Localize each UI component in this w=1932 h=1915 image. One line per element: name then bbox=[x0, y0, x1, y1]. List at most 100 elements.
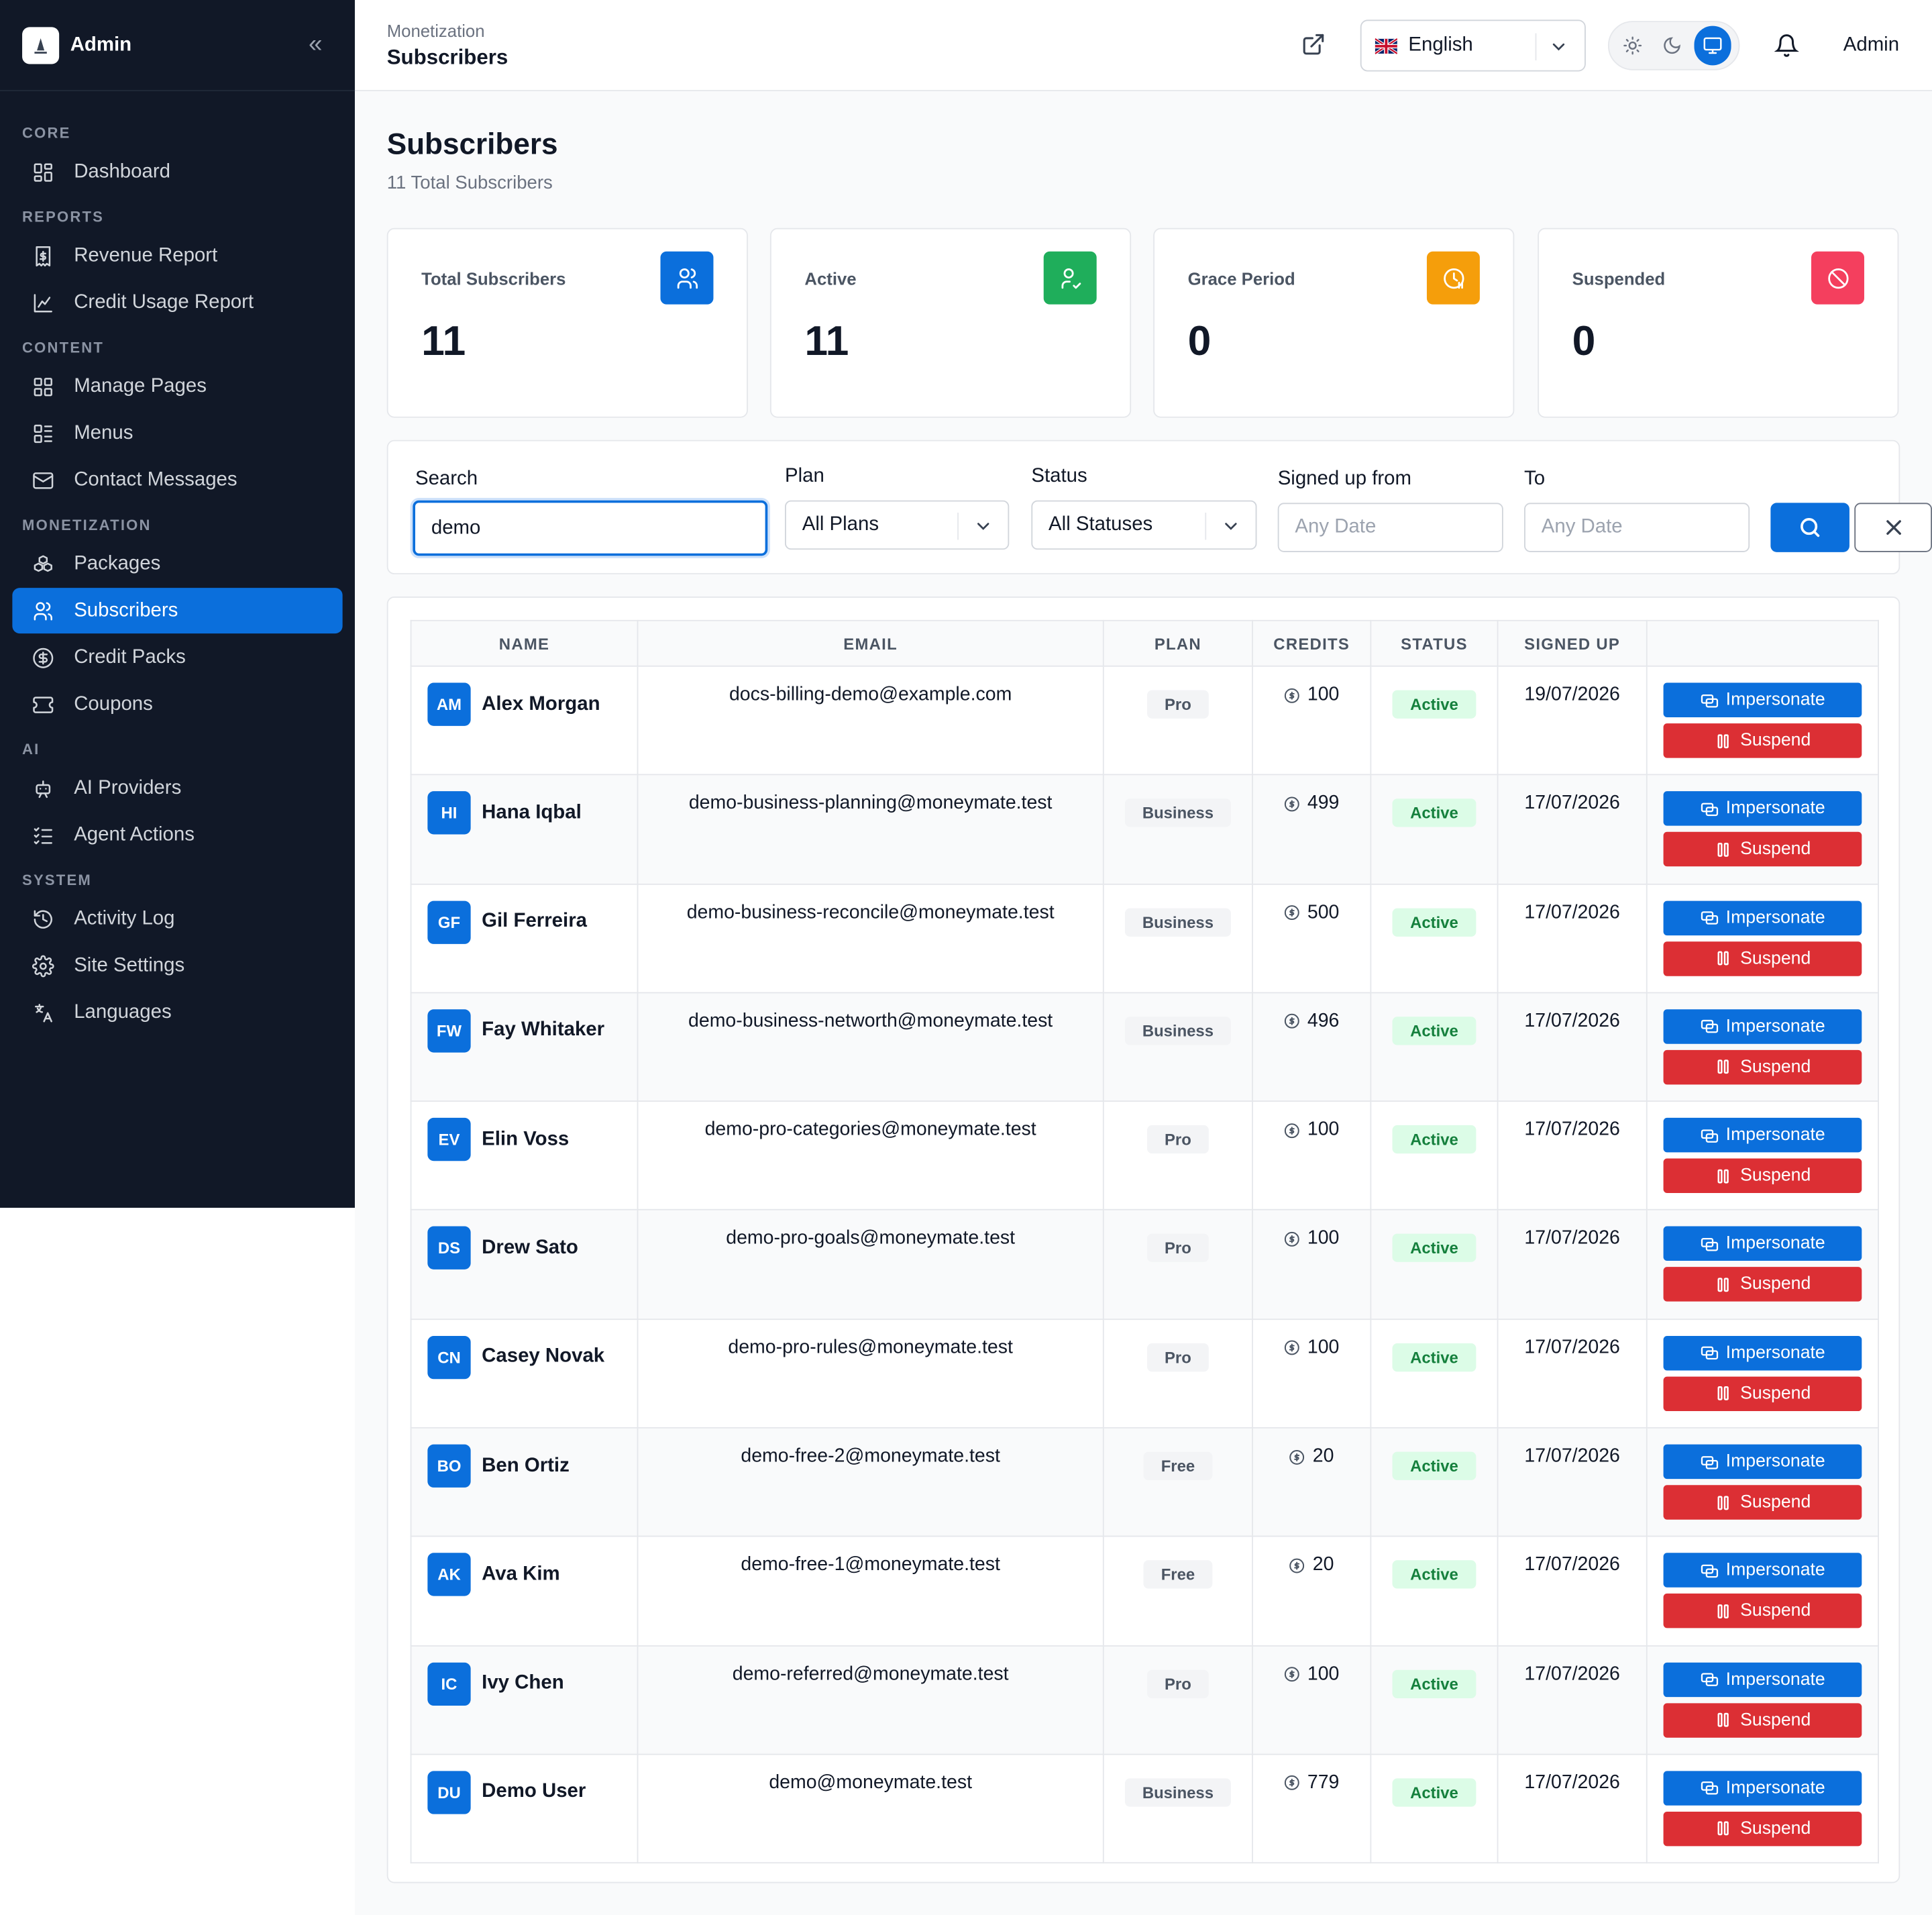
sidebar-section-monetization: MONETIZATION bbox=[22, 516, 152, 534]
impersonate-icon bbox=[1701, 911, 1718, 925]
sidebar-item-contact-messages[interactable]: Contact Messages bbox=[12, 457, 342, 503]
subscriber-name[interactable]: Ben Ortiz bbox=[482, 1455, 570, 1476]
sidebar-item-revenue-report[interactable]: Revenue Report bbox=[12, 233, 342, 278]
suspend-button[interactable]: Suspend bbox=[1663, 941, 1862, 976]
impersonate-icon bbox=[1701, 694, 1718, 707]
avatar: DS bbox=[427, 1227, 471, 1270]
signed-up-from-input[interactable]: Any Date bbox=[1277, 503, 1503, 552]
plan-badge: Pro bbox=[1147, 1343, 1209, 1371]
search-input[interactable]: demo bbox=[413, 500, 768, 556]
sidebar-item-label: Subscribers bbox=[74, 599, 178, 621]
sidebar-item-activity-log[interactable]: Activity Log bbox=[12, 896, 342, 941]
impersonate-button[interactable]: Impersonate bbox=[1663, 1118, 1862, 1153]
plan-select[interactable]: All Plans bbox=[784, 500, 1010, 550]
impersonate-button[interactable]: Impersonate bbox=[1663, 791, 1862, 827]
breadcrumb-parent[interactable]: Monetization bbox=[386, 21, 485, 41]
impersonate-button[interactable]: Impersonate bbox=[1663, 1009, 1862, 1044]
impersonate-button[interactable]: Impersonate bbox=[1663, 1335, 1862, 1371]
subscriber-name[interactable]: Ava Kim bbox=[482, 1563, 560, 1585]
ban-icon bbox=[1827, 268, 1848, 289]
app-logo[interactable] bbox=[22, 26, 60, 64]
grid-icon bbox=[34, 377, 52, 396]
plan-cell: Free bbox=[1102, 1427, 1253, 1538]
status-cell: Active bbox=[1370, 1100, 1499, 1211]
collapse-sidebar-icon[interactable]: « bbox=[308, 30, 323, 58]
signed-up-cell: 17/07/2026 bbox=[1497, 1100, 1648, 1211]
sidebar-item-manage-pages[interactable]: Manage Pages bbox=[12, 364, 342, 409]
sidebar-item-ai-providers[interactable]: AI Providers bbox=[12, 766, 342, 811]
subscriber-name[interactable]: Casey Novak bbox=[482, 1346, 605, 1367]
impersonate-button[interactable]: Impersonate bbox=[1663, 682, 1862, 717]
impersonate-button[interactable]: Impersonate bbox=[1663, 1444, 1862, 1480]
column-header-email: EMAIL bbox=[637, 619, 1104, 667]
subscriber-name[interactable]: Gil Ferreira bbox=[482, 911, 587, 932]
status-badge: Active bbox=[1393, 798, 1476, 827]
suspend-button[interactable]: Suspend bbox=[1663, 1811, 1862, 1847]
sidebar-item-packages[interactable]: Packages bbox=[12, 541, 342, 586]
impersonate-button[interactable]: Impersonate bbox=[1663, 1553, 1862, 1588]
pause-icon bbox=[1718, 1495, 1729, 1510]
sidebar-item-credit-packs[interactable]: Credit Packs bbox=[12, 635, 342, 680]
language-select[interactable]: English bbox=[1360, 19, 1586, 72]
suspend-label: Suspend bbox=[1740, 1384, 1811, 1404]
subscriber-name[interactable]: Alex Morgan bbox=[482, 693, 600, 715]
name-cell: BO Ben Ortiz bbox=[410, 1427, 639, 1538]
impersonate-button[interactable]: Impersonate bbox=[1663, 1227, 1862, 1261]
bell-icon[interactable] bbox=[1774, 34, 1799, 58]
subscriber-name[interactable]: Elin Voss bbox=[482, 1128, 570, 1150]
sidebar-item-dashboard[interactable]: Dashboard bbox=[12, 149, 342, 195]
search-button[interactable] bbox=[1770, 503, 1849, 552]
plan-cell: Pro bbox=[1102, 1645, 1253, 1755]
clear-filters-button[interactable] bbox=[1854, 503, 1932, 552]
credits-cell: 100 bbox=[1252, 1645, 1372, 1755]
system-theme-button[interactable] bbox=[1693, 25, 1731, 66]
sidebar-item-subscribers[interactable]: Subscribers bbox=[12, 588, 343, 634]
suspend-button[interactable]: Suspend bbox=[1663, 1376, 1862, 1411]
suspend-button[interactable]: Suspend bbox=[1663, 1049, 1862, 1085]
suspend-button[interactable]: Suspend bbox=[1663, 1158, 1862, 1194]
sidebar-item-menus[interactable]: Menus bbox=[12, 411, 342, 456]
email-cell: demo-referred@moneymate.test bbox=[637, 1645, 1104, 1755]
suspend-button[interactable]: Suspend bbox=[1663, 1267, 1862, 1302]
impersonate-button[interactable]: Impersonate bbox=[1663, 1771, 1862, 1806]
subscriber-name[interactable]: Demo User bbox=[482, 1781, 586, 1803]
dashboard-grid-icon bbox=[34, 162, 52, 181]
signed-up-to-input[interactable]: Any Date bbox=[1524, 503, 1750, 552]
credits-value: 100 bbox=[1307, 684, 1340, 705]
suspend-button[interactable]: Suspend bbox=[1663, 1702, 1862, 1738]
sidebar-item-languages[interactable]: Languages bbox=[12, 990, 342, 1035]
avatar: CN bbox=[427, 1335, 471, 1379]
credits-value: 499 bbox=[1307, 792, 1340, 814]
plan-cell: Business bbox=[1102, 992, 1253, 1102]
subscriber-name[interactable]: Drew Sato bbox=[482, 1237, 578, 1259]
table-header-row: NAME EMAIL PLAN CREDITS STATUS SIGNED UP bbox=[410, 619, 1880, 667]
sidebar-item-coupons[interactable]: Coupons bbox=[12, 682, 342, 727]
credits-cell: 20 bbox=[1252, 1536, 1372, 1647]
subscriber-name[interactable]: Fay Whitaker bbox=[482, 1019, 605, 1041]
suspend-button[interactable]: Suspend bbox=[1663, 1594, 1862, 1629]
subscriber-name[interactable]: Hana Iqbal bbox=[482, 802, 582, 823]
sidebar-item-label: Contact Messages bbox=[74, 468, 237, 490]
suspend-button[interactable]: Suspend bbox=[1663, 832, 1862, 867]
impersonate-button[interactable]: Impersonate bbox=[1663, 1662, 1862, 1697]
suspend-button[interactable]: Suspend bbox=[1663, 1485, 1862, 1520]
actions-cell: Impersonate Suspend bbox=[1646, 1209, 1880, 1320]
user-menu[interactable]: Admin bbox=[1843, 34, 1900, 56]
status-select[interactable]: All Statuses bbox=[1031, 500, 1257, 550]
moon-icon bbox=[1664, 37, 1681, 54]
plan-badge: Pro bbox=[1147, 690, 1209, 719]
avatar: BO bbox=[427, 1444, 471, 1488]
light-theme-button[interactable] bbox=[1614, 26, 1652, 66]
sidebar-item-agent-actions[interactable]: Agent Actions bbox=[12, 812, 342, 858]
subscriber-name[interactable]: Ivy Chen bbox=[482, 1672, 564, 1694]
actions-cell: Impersonate Suspend bbox=[1646, 1645, 1880, 1755]
stat-card-suspended: Suspended 0 bbox=[1538, 227, 1899, 418]
impersonate-button[interactable]: Impersonate bbox=[1663, 900, 1862, 935]
status-cell: Active bbox=[1370, 774, 1499, 885]
sidebar-item-site-settings[interactable]: Site Settings bbox=[12, 943, 342, 988]
dark-theme-button[interactable] bbox=[1654, 26, 1691, 66]
sidebar-item-credit-usage-report[interactable]: Credit Usage Report bbox=[12, 280, 342, 325]
sidebar-section-reports: REPORTS bbox=[22, 208, 105, 226]
suspend-button[interactable]: Suspend bbox=[1663, 723, 1862, 758]
external-link-icon[interactable] bbox=[1301, 32, 1326, 57]
